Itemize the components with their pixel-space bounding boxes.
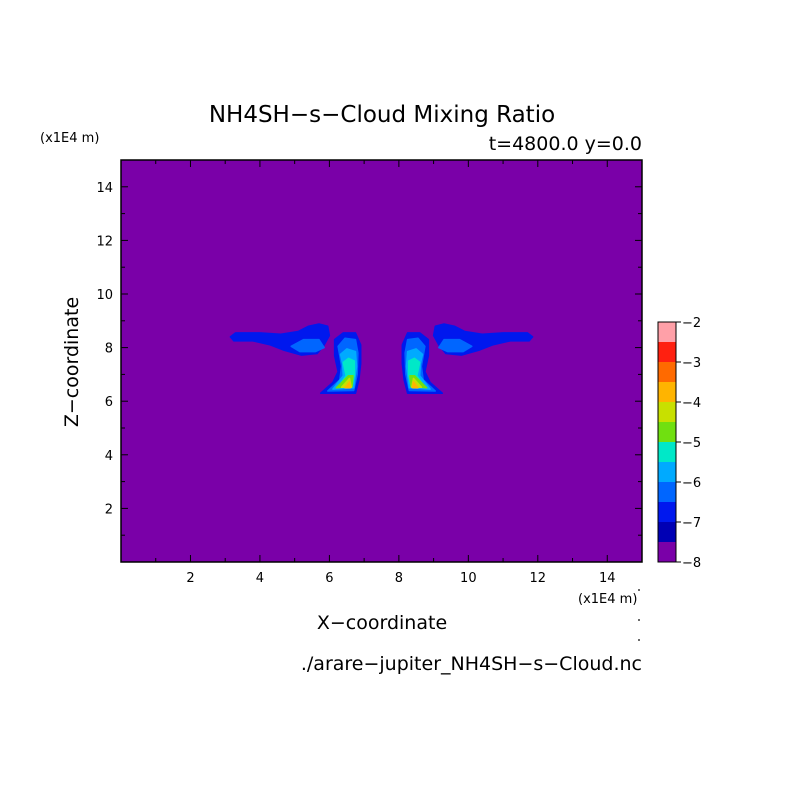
- plot-frame: [120, 159, 643, 563]
- contour-region-left-anvil-inner: [290, 338, 325, 353]
- x-tick-label: 6: [325, 571, 333, 586]
- colorbar-tick-label: −2: [682, 316, 701, 331]
- colorbar-segment: [658, 522, 676, 542]
- plot-background: [121, 160, 642, 562]
- contour-region-right-anvil-inner: [438, 338, 473, 353]
- colorbar-segment: [658, 402, 676, 422]
- y-axis-label: Z−coordinate: [61, 297, 83, 427]
- x-tick-label: 10: [460, 571, 477, 586]
- chart-title: NH4SH−s−Cloud Mixing Ratio: [209, 102, 555, 128]
- contour-region-left-plume-7: [344, 381, 351, 389]
- contour-region-right-plume-7: [412, 381, 419, 389]
- corner-marks: [638, 589, 640, 641]
- file-path-label: ./arare−jupiter_NH4SH−s−Cloud.nc: [301, 653, 642, 675]
- colorbar-segment: [658, 502, 676, 522]
- x-tick-label: 14: [599, 571, 616, 586]
- y-tick-label: 2: [105, 502, 113, 517]
- y-tick-label: 12: [96, 234, 113, 249]
- colorbar-tick-label: −5: [682, 436, 701, 451]
- y-tick-label: 6: [105, 395, 113, 410]
- colorbar-tick-label: −8: [682, 556, 701, 571]
- chart-subtitle: t=4800.0 y=0.0: [489, 133, 642, 155]
- colorbar-segment: [658, 322, 676, 342]
- colorbar-segment: [658, 362, 676, 382]
- x-tick-label: 2: [186, 571, 194, 586]
- colorbar-segment: [658, 462, 676, 482]
- x-axis-ticks: 2 4 6 8 10 12 14: [155, 160, 616, 586]
- colorbar-segment: [658, 342, 676, 362]
- colorbar-ticks: −8 −7 −6 −5 −4 −3 −2: [676, 316, 701, 571]
- colorbar-segment: [658, 382, 676, 402]
- z-unit-label: (x1E4 m): [40, 131, 99, 146]
- colorbar-tick-label: −4: [682, 396, 701, 411]
- contour-regions: [229, 323, 534, 394]
- x-tick-label: 12: [530, 571, 547, 586]
- colorbar-tick-label: −3: [682, 356, 701, 371]
- y-tick-label: 14: [96, 181, 113, 196]
- colorbar: [658, 322, 676, 562]
- y-tick-label: 4: [105, 449, 113, 464]
- colorbar-segment: [658, 542, 676, 562]
- x-tick-label: 4: [256, 571, 264, 586]
- x-axis-label: X−coordinate: [317, 612, 447, 634]
- y-tick-label: 8: [105, 342, 113, 357]
- colorbar-segment: [658, 482, 676, 502]
- colorbar-segment: [658, 442, 676, 462]
- colorbar-tick-label: −7: [682, 516, 701, 531]
- colorbar-segment: [658, 422, 676, 442]
- colorbar-tick-label: −6: [682, 476, 701, 491]
- y-tick-label: 10: [96, 288, 113, 303]
- x-unit-label: (x1E4 m): [578, 592, 637, 607]
- x-tick-label: 8: [395, 571, 403, 586]
- y-axis-ticks: 2 4 6 8 10 12 14: [96, 181, 642, 536]
